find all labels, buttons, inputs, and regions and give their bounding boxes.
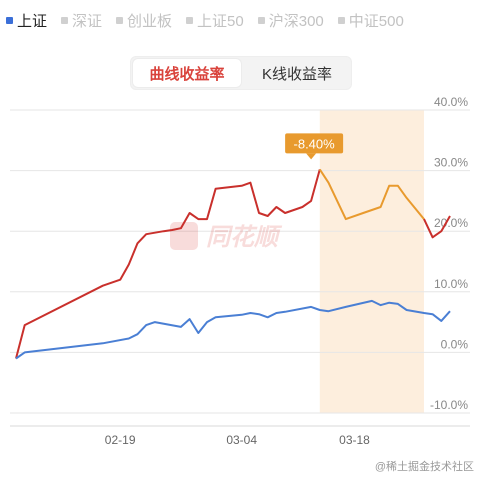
y-tick-label: 30.0% <box>434 156 468 170</box>
series-line-highlight <box>318 168 425 221</box>
highlight-band <box>319 110 424 413</box>
legend-item-4[interactable]: 沪深300 <box>257 10 324 31</box>
index-legend: 上证 深证 创业板 上证50 沪深300 中证500 <box>6 8 474 32</box>
legend-marker <box>6 16 13 24</box>
legend-label: 深证 <box>72 12 103 30</box>
x-tick-label: 03-04 <box>226 433 257 447</box>
credit-watermark: @稀土掘金技术社区 <box>374 461 474 473</box>
y-tick-label: 10.0% <box>434 277 468 291</box>
legend-item-5[interactable]: 中证500 <box>337 10 404 31</box>
y-tick-label: 0.0% <box>441 337 469 351</box>
return-mode-toggle: 曲线收益率 K线收益率 <box>130 56 352 90</box>
x-tick-label: 02-19 <box>105 433 136 447</box>
callout-pointer <box>306 153 317 160</box>
legend-marker <box>61 16 69 24</box>
y-tick-label: -10.0% <box>430 398 468 412</box>
legend-item-3[interactable]: 上证50 <box>186 10 244 31</box>
y-tick-label: 40.0% <box>434 95 468 109</box>
legend-marker <box>116 16 124 24</box>
legend-item-1[interactable]: 深证 <box>61 10 102 31</box>
legend-label: 沪深300 <box>268 12 324 30</box>
legend-marker <box>186 16 194 24</box>
legend-item-0[interactable]: 上证 <box>6 10 47 31</box>
legend-marker <box>257 16 265 24</box>
tab-kline-return[interactable]: K线收益率 <box>261 65 332 83</box>
legend-label: 创业板 <box>127 12 173 30</box>
series-line-red <box>15 169 321 359</box>
callout-label: -8.40% <box>294 136 336 151</box>
callout-box <box>285 133 344 154</box>
tab-curve-return[interactable]: 曲线收益率 <box>133 59 241 87</box>
legend-item-2[interactable]: 创业板 <box>116 10 172 31</box>
series-line-blue <box>15 299 451 360</box>
legend-label: 中证500 <box>348 12 404 30</box>
series-line-red-tail <box>423 215 451 239</box>
y-tick-label: 20.0% <box>434 216 468 230</box>
logo-watermark: 同花顺 <box>170 222 283 251</box>
legend-marker <box>337 16 345 24</box>
svg-text:同花顺: 同花顺 <box>206 223 283 251</box>
x-tick-label: 03-18 <box>339 433 370 447</box>
legend-label: 上证50 <box>197 12 244 30</box>
legend-label: 上证 <box>17 12 48 30</box>
